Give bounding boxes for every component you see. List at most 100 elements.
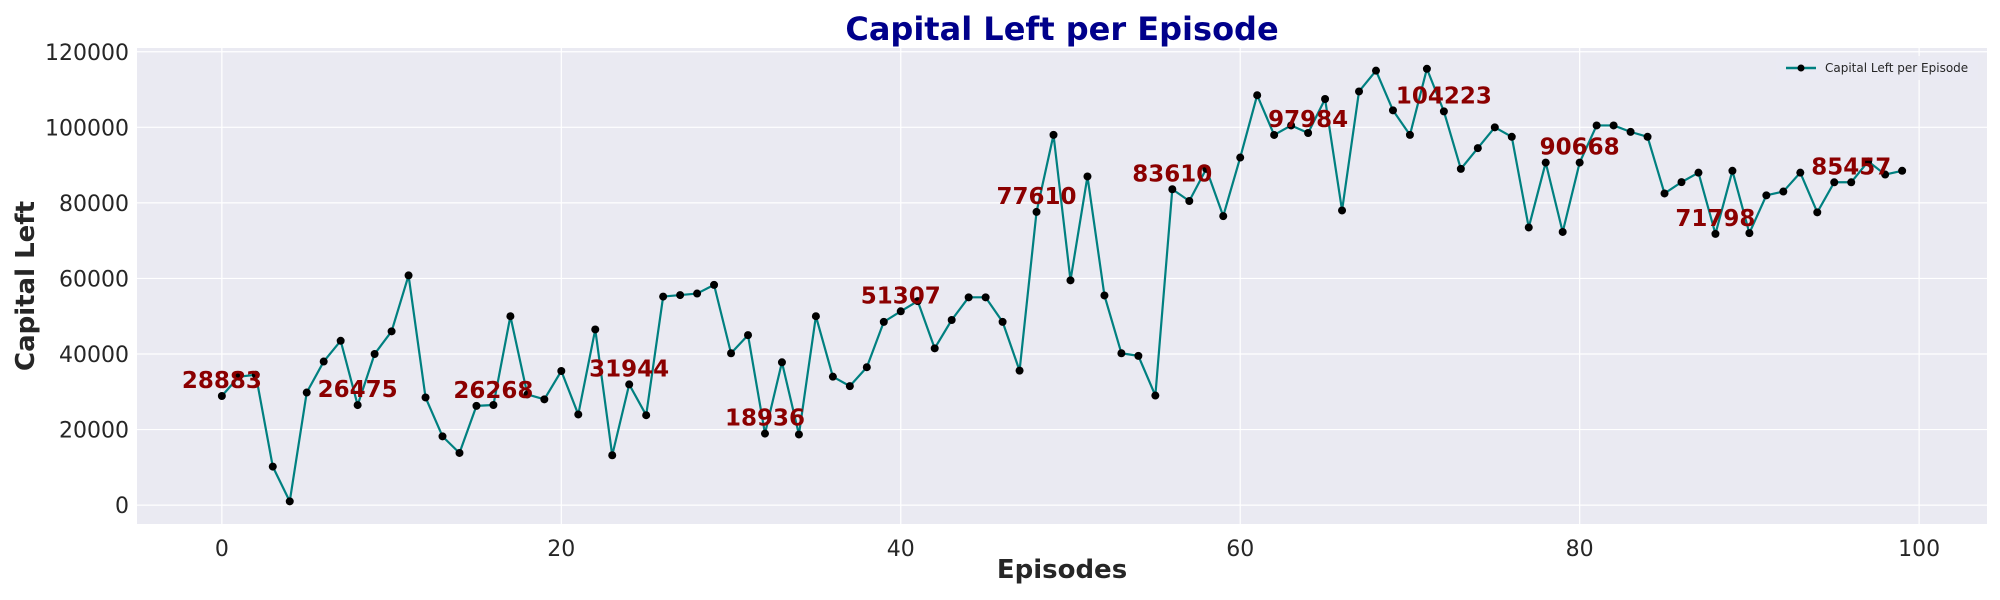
data-point	[845, 382, 854, 391]
data-point	[1338, 206, 1347, 215]
data-annotation: 51307	[861, 283, 941, 309]
legend: Capital Left per Episode	[1776, 56, 1978, 80]
data-point	[1660, 189, 1669, 198]
data-point	[251, 370, 260, 379]
x-tick-label: 40	[887, 537, 915, 562]
data-point	[659, 292, 668, 301]
legend-marker-swatch	[1797, 64, 1805, 72]
data-point	[862, 363, 871, 372]
data-point	[930, 344, 939, 353]
x-axis-ticks: 0 20 40 60 80 100	[215, 537, 1940, 562]
data-point	[964, 293, 973, 302]
data-point	[777, 358, 786, 367]
data-annotation: 28883	[182, 368, 262, 394]
data-point	[1541, 158, 1550, 167]
data-point	[1100, 291, 1109, 300]
x-tick-label: 100	[1898, 537, 1940, 562]
data-point	[387, 327, 396, 336]
data-point	[1422, 64, 1431, 73]
data-annotation: 18936	[725, 406, 805, 432]
y-tick-label: 20000	[59, 419, 129, 444]
legend-series-label: Capital Left per Episode	[1825, 61, 1968, 75]
data-point	[1066, 276, 1075, 285]
data-point	[1779, 187, 1788, 196]
data-point	[879, 317, 888, 326]
data-point	[760, 429, 769, 438]
data-point	[489, 401, 498, 409]
data-point	[1456, 164, 1465, 173]
data-point	[336, 336, 345, 345]
data-point	[1847, 178, 1856, 187]
data-point	[794, 430, 803, 439]
data-point	[591, 325, 600, 334]
data-point	[268, 462, 277, 471]
data-point	[574, 410, 583, 419]
data-point	[1049, 130, 1058, 139]
data-point	[1304, 129, 1313, 137]
y-axis-ticks: 0 20000 40000 60000 80000 100000 120000	[45, 41, 129, 519]
y-tick-label: 60000	[59, 267, 129, 292]
annotation-layer: 28883 26475 26268 31944 18936 51307 77610 83610…	[182, 83, 1891, 431]
data-point	[710, 280, 719, 289]
y-tick-label: 40000	[59, 343, 129, 368]
data-point	[540, 395, 549, 404]
data-point	[828, 372, 837, 381]
data-point	[1813, 208, 1822, 217]
x-tick-label: 60	[1226, 537, 1254, 562]
data-point	[1185, 197, 1194, 205]
data-point	[1236, 153, 1245, 162]
data-point	[642, 411, 651, 420]
chart-title: Capital Left per Episode	[845, 10, 1278, 48]
data-point	[1626, 127, 1635, 136]
data-point	[727, 349, 736, 358]
data-point	[1371, 66, 1380, 75]
data-point	[1524, 223, 1533, 232]
data-point	[455, 448, 464, 457]
data-point	[438, 432, 447, 441]
data-annotation: 83610	[1132, 161, 1212, 187]
data-point	[1558, 227, 1567, 236]
data-point	[1677, 178, 1686, 187]
data-point	[1796, 168, 1805, 177]
data-annotation: 97984	[1268, 107, 1348, 133]
data-point	[1321, 95, 1330, 103]
data-point	[353, 401, 362, 410]
data-point	[1388, 106, 1397, 115]
data-point	[1168, 185, 1177, 194]
data-point	[234, 372, 243, 381]
data-point	[319, 357, 328, 366]
data-point	[523, 390, 532, 399]
data-point	[217, 391, 226, 400]
y-tick-label: 0	[115, 494, 129, 519]
data-point	[676, 291, 685, 300]
data-point	[693, 289, 702, 298]
data-annotation: 26475	[318, 377, 398, 403]
data-point	[1473, 144, 1482, 153]
data-annotation: 85457	[1811, 154, 1891, 180]
data-point	[1439, 107, 1448, 116]
grid	[137, 48, 1987, 524]
x-axis-label: Episodes	[997, 555, 1127, 585]
x-tick-label: 0	[215, 537, 229, 562]
data-point	[1117, 349, 1126, 358]
data-point	[1355, 87, 1364, 96]
data-point	[811, 312, 820, 321]
y-tick-label: 100000	[45, 116, 129, 141]
data-point	[608, 451, 617, 460]
series-layer	[217, 64, 1907, 506]
data-annotation: 104223	[1396, 83, 1492, 109]
data-point	[506, 312, 515, 321]
data-point	[896, 307, 905, 316]
data-point	[1575, 158, 1584, 167]
x-tick-label: 20	[547, 537, 575, 562]
data-point	[421, 393, 430, 402]
data-point	[1711, 229, 1720, 238]
data-point	[981, 293, 990, 302]
data-point	[1507, 132, 1516, 141]
data-point	[1405, 130, 1414, 139]
series-line	[221, 67, 1903, 503]
data-point	[472, 401, 481, 410]
y-tick-label: 120000	[45, 41, 129, 66]
